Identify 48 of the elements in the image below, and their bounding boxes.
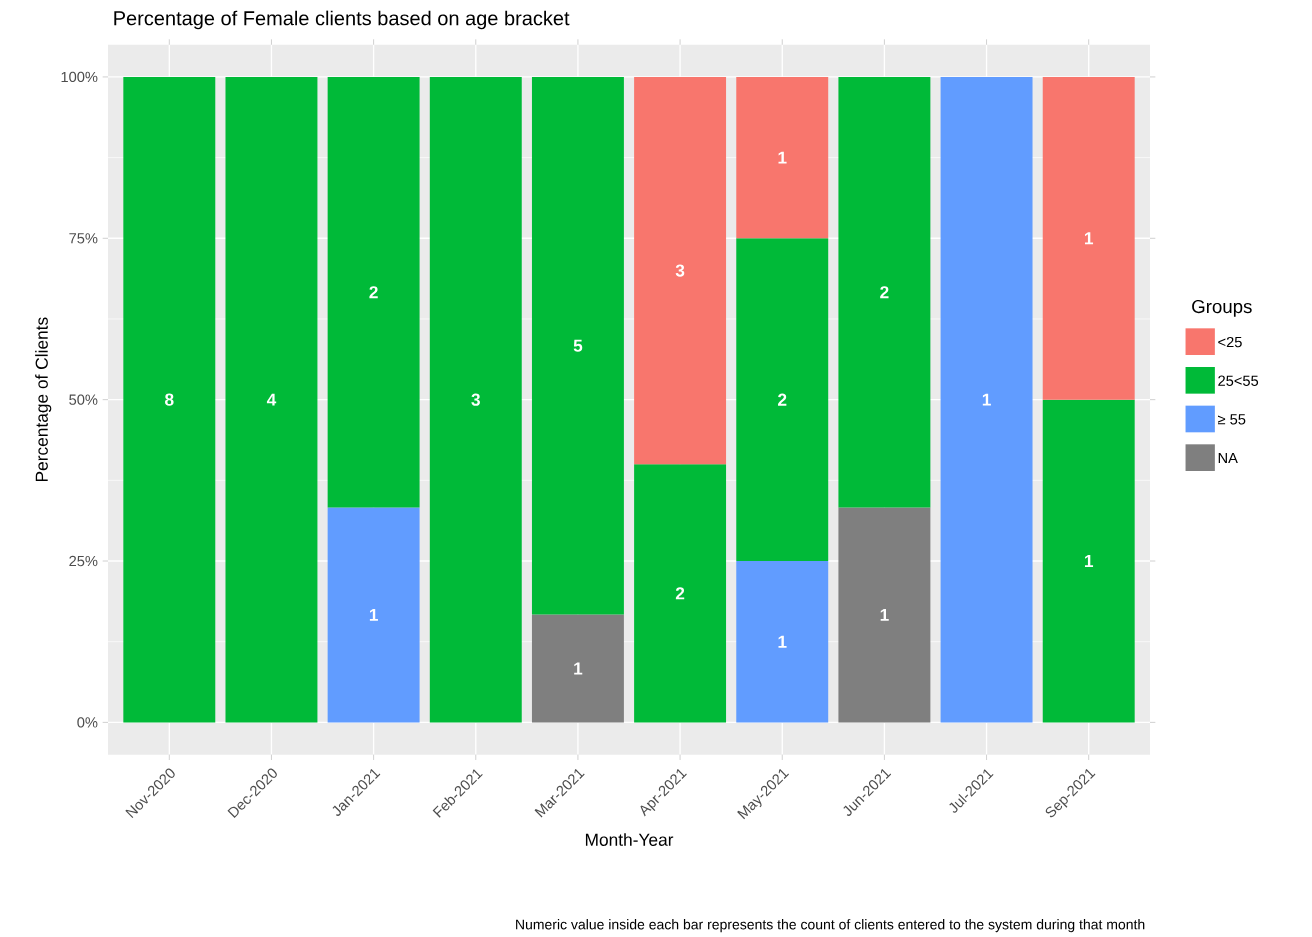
annotation: 3 — [471, 393, 480, 406]
annotation: 2 — [880, 286, 889, 299]
bar — [634, 464, 727, 723]
annotation: 3 — [675, 264, 685, 277]
annotation: 4 — [266, 393, 277, 406]
bar — [531, 77, 624, 615]
bar — [531, 614, 624, 723]
annotation: 1 — [778, 635, 787, 648]
annotation: 1 — [880, 609, 889, 622]
annotation: 8 — [165, 393, 174, 406]
bar — [940, 77, 1033, 723]
legend-label: ≥ 55 — [1217, 414, 1246, 425]
annotation: 1 — [369, 609, 378, 622]
annotation: 1 — [1084, 232, 1094, 245]
annotation: 1 — [574, 662, 583, 675]
annotation: 1 — [778, 151, 787, 164]
annotation: 1 — [982, 393, 991, 406]
annotation: 1 — [1084, 555, 1094, 568]
bar — [429, 77, 522, 723]
annotation: 5 — [573, 339, 583, 352]
text: Numeric value inside each bar represents the count of clients entered to the system during that month — [516, 919, 1145, 933]
bar — [327, 507, 420, 723]
y-tick-label: 100% — [61, 71, 98, 83]
y-tick-label: 75% — [69, 233, 98, 244]
x-axis-title: Month-Year — [585, 833, 674, 847]
legend-title: Groups — [1192, 300, 1252, 318]
bar — [327, 77, 420, 508]
bar — [123, 77, 216, 723]
annotation: 2 — [369, 286, 378, 299]
bar — [736, 77, 829, 239]
bar — [736, 238, 829, 562]
bar — [838, 77, 931, 508]
y-tick-label: 50% — [69, 394, 98, 406]
chart-title: Percentage of Female clients based on age bracket — [114, 10, 570, 30]
y-tick-label: 25% — [69, 556, 98, 567]
bar — [1042, 399, 1135, 723]
bar — [225, 77, 318, 723]
legend-label: 25<55 — [1218, 375, 1259, 387]
legend-label: NA — [1218, 453, 1238, 464]
bar — [838, 507, 931, 723]
y-axis-title: Percentage of Clients — [35, 317, 52, 482]
bar — [634, 77, 727, 465]
annotation: 2 — [778, 393, 787, 406]
bar — [1042, 77, 1135, 400]
bar — [736, 561, 829, 723]
y-tick-label: 0% — [77, 717, 98, 728]
annotation: 2 — [675, 587, 685, 600]
legend-label: <25 — [1218, 337, 1242, 348]
